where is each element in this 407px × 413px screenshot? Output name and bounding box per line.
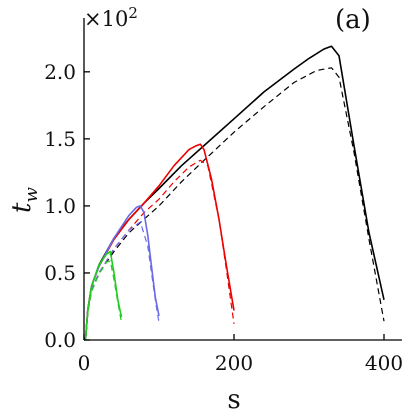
y-tick-label-1: 0.5 xyxy=(44,261,76,285)
ticks-layer: 0 200 400 0.0 0.5 1.0 1.5 2.0 xyxy=(44,60,403,375)
y-axis-label: tw xyxy=(7,186,42,212)
x-axis-label: s xyxy=(227,385,240,413)
series-line-3 xyxy=(84,159,235,341)
y-tick-label-0: 0.0 xyxy=(44,328,76,352)
panel-label: (a) xyxy=(335,5,371,35)
series-line-6 xyxy=(84,250,123,341)
y-tick-label-3: 1.5 xyxy=(44,127,76,151)
y-multiplier-exponent: 2 xyxy=(128,4,138,22)
series-line-2 xyxy=(84,143,235,341)
y-axis-label-sub: w xyxy=(21,186,42,202)
y-axis-label-base: t xyxy=(7,202,37,213)
y-tick-label-2: 1.0 xyxy=(44,194,76,218)
x-tick-label-0: 0 xyxy=(78,351,91,375)
y-multiplier: ×102 xyxy=(84,4,138,31)
axes-layer xyxy=(83,18,402,341)
series-line-7 xyxy=(84,260,123,341)
y-multiplier-base: ×10 xyxy=(84,7,128,31)
series-line-1 xyxy=(84,67,385,341)
y-tick-label-4: 2.0 xyxy=(44,60,76,84)
x-tick-label-1: 200 xyxy=(215,351,253,375)
x-tick-label-2: 400 xyxy=(365,351,403,375)
series-layer xyxy=(84,45,385,341)
series-line-0 xyxy=(84,45,385,341)
